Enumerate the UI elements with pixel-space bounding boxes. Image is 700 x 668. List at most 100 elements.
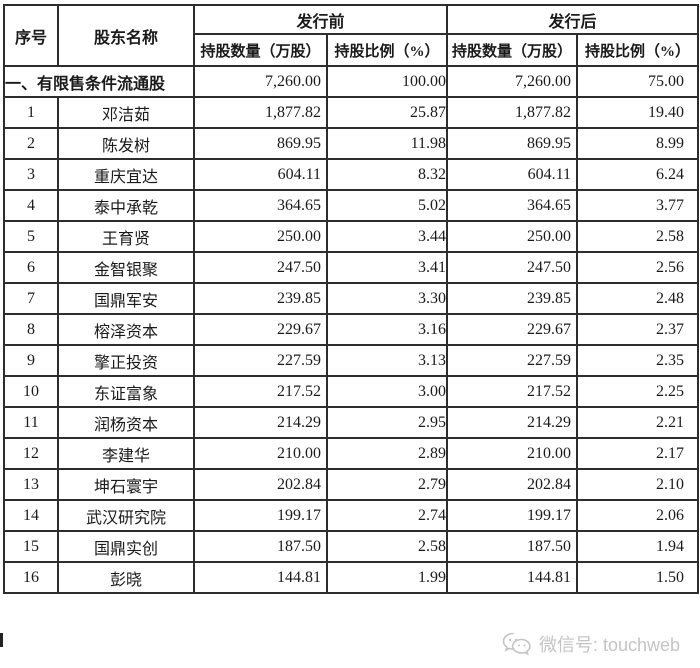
table-row: 4 泰中承乾 364.65 5.02 364.65 3.77 — [3, 189, 700, 222]
shareholder-name-cell: 泰中承乾 — [57, 189, 195, 222]
shareholder-table: 序号 股东名称 发行前 发行后 持股数量（万股） 持股比例（%） 持股数量（万股… — [3, 4, 700, 594]
shareholder-name-cell: 邓洁茹 — [57, 96, 195, 129]
pre-pct-cell: 3.41 — [325, 251, 449, 284]
shareholder-name-cell: 王育贤 — [57, 220, 195, 253]
row-index-cell: 9 — [3, 344, 59, 377]
header-sub-row: 持股数量（万股） 持股比例（%） 持股数量（万股） 持股比例（%） — [4, 33, 700, 67]
post-pct-cell: 2.21 — [576, 406, 700, 439]
row-index-cell: 1 — [3, 96, 59, 129]
row-index-cell: 4 — [3, 189, 59, 222]
table-header: 序号 股东名称 发行前 发行后 持股数量（万股） 持股比例（%） 持股数量（万股… — [3, 4, 700, 67]
pre-pct-cell: 2.89 — [325, 437, 449, 470]
section-post-qty-cell: 7,260.00 — [446, 65, 579, 98]
post-qty-cell: 199.17 — [446, 499, 579, 532]
pre-pct-cell: 5.02 — [325, 189, 449, 222]
pre-pct-cell: 2.58 — [325, 530, 449, 563]
row-index-cell: 5 — [3, 220, 59, 253]
post-qty-cell: 229.67 — [446, 313, 579, 346]
header-group-row: 序号 股东名称 发行前 发行后 — [3, 4, 700, 67]
pre-qty-cell: 199.17 — [193, 499, 328, 532]
pre-qty-cell: 210.00 — [193, 437, 328, 470]
table-row: 12 李建华 210.00 2.89 210.00 2.17 — [3, 437, 700, 470]
header-cell-post-pct: 持股比例（%） — [576, 33, 700, 67]
shareholder-name-cell: 彭晓 — [57, 561, 195, 594]
table-row: 11 润杨资本 214.29 2.95 214.29 2.21 — [3, 406, 700, 439]
pre-pct-cell: 2.79 — [325, 468, 449, 501]
header-cell-pre-pct: 持股比例（%） — [325, 33, 449, 67]
section-pre-qty-cell: 7,260.00 — [193, 65, 328, 98]
row-index-cell: 6 — [3, 251, 59, 284]
row-index-cell: 10 — [3, 375, 59, 408]
table-row: 9 擎正投资 227.59 3.13 227.59 2.35 — [3, 344, 700, 377]
table-row: 16 彭晓 144.81 1.99 144.81 1.50 — [3, 561, 700, 594]
post-qty-cell: 217.52 — [446, 375, 579, 408]
post-pct-cell: 2.35 — [576, 344, 700, 377]
pre-pct-cell: 3.44 — [325, 220, 449, 253]
post-pct-cell: 2.10 — [576, 468, 700, 501]
pre-qty-cell: 364.65 — [193, 189, 328, 222]
shareholder-name-cell: 武汉研究院 — [57, 499, 195, 532]
watermark: 微信号: touchweb — [502, 631, 680, 657]
pre-qty-cell: 1,877.82 — [193, 96, 328, 129]
pre-pct-cell: 25.87 — [325, 96, 449, 129]
post-pct-cell: 2.17 — [576, 437, 700, 470]
table-row: 14 武汉研究院 199.17 2.74 199.17 2.06 — [3, 499, 700, 532]
post-qty-cell: 247.50 — [446, 251, 579, 284]
post-qty-cell: 227.59 — [446, 344, 579, 377]
header-cell-shareholder: 股东名称 — [57, 4, 195, 67]
pre-qty-cell: 187.50 — [193, 530, 328, 563]
table-row: 2 陈发树 869.95 11.98 869.95 8.99 — [3, 127, 700, 160]
section-label-cell: 一、有限售条件流通股 — [3, 65, 195, 98]
header-cell-pre-issue-group: 发行前 — [192, 4, 449, 35]
pre-qty-cell: 202.84 — [193, 468, 328, 501]
post-qty-cell: 239.85 — [446, 282, 579, 315]
post-pct-cell: 19.40 — [576, 96, 700, 129]
post-qty-cell: 214.29 — [446, 406, 579, 439]
shareholder-name-cell: 李建华 — [57, 437, 195, 470]
shareholder-name-cell: 国鼎实创 — [57, 530, 195, 563]
pre-qty-cell: 217.52 — [193, 375, 328, 408]
table-row: 8 榕泽资本 229.67 3.16 229.67 2.37 — [3, 313, 700, 346]
pre-qty-cell: 227.59 — [193, 344, 328, 377]
table-body: 一、有限售条件流通股 7,260.00 100.00 7,260.00 75.0… — [3, 65, 700, 594]
post-qty-cell: 364.65 — [446, 189, 579, 222]
post-pct-cell: 2.48 — [576, 282, 700, 315]
post-pct-cell: 2.58 — [576, 220, 700, 253]
shareholder-name-cell: 金智银聚 — [57, 251, 195, 284]
header-cell-post-issue-group: 发行后 — [446, 4, 700, 35]
row-index-cell: 8 — [3, 313, 59, 346]
post-pct-cell: 2.25 — [576, 375, 700, 408]
post-qty-cell: 869.95 — [446, 127, 579, 160]
post-qty-cell: 1,877.82 — [446, 96, 579, 129]
post-qty-cell: 210.00 — [446, 437, 579, 470]
post-qty-cell: 250.00 — [446, 220, 579, 253]
pre-qty-cell: 144.81 — [193, 561, 328, 594]
pre-qty-cell: 869.95 — [193, 127, 328, 160]
table-row: 10 东证富象 217.52 3.00 217.52 2.25 — [3, 375, 700, 408]
shareholder-name-cell: 榕泽资本 — [57, 313, 195, 346]
post-qty-cell: 604.11 — [446, 158, 579, 191]
row-index-cell: 3 — [3, 158, 59, 191]
post-pct-cell: 1.50 — [576, 561, 700, 594]
table-row: 1 邓洁茹 1,877.82 25.87 1,877.82 19.40 — [3, 96, 700, 129]
post-pct-cell: 2.56 — [576, 251, 700, 284]
pre-qty-cell: 229.67 — [193, 313, 328, 346]
shareholder-name-cell: 国鼎军安 — [57, 282, 195, 315]
post-pct-cell: 2.37 — [576, 313, 700, 346]
row-index-cell: 16 — [3, 561, 59, 594]
pre-pct-cell: 3.30 — [325, 282, 449, 315]
pre-pct-cell: 11.98 — [325, 127, 449, 160]
post-pct-cell: 3.77 — [576, 189, 700, 222]
watermark-text: 微信号: touchweb — [538, 635, 680, 655]
shareholder-name-cell: 重庆宜达 — [57, 158, 195, 191]
row-index-cell: 2 — [3, 127, 59, 160]
post-pct-cell: 8.99 — [576, 127, 700, 160]
pre-pct-cell: 2.74 — [325, 499, 449, 532]
table-row: 3 重庆宜达 604.11 8.32 604.11 6.24 — [3, 158, 700, 191]
table-row: 13 坤石寰宇 202.84 2.79 202.84 2.10 — [3, 468, 700, 501]
row-index-cell: 15 — [3, 530, 59, 563]
shareholder-name-cell: 陈发树 — [57, 127, 195, 160]
pre-pct-cell: 2.95 — [325, 406, 449, 439]
post-pct-cell: 1.94 — [576, 530, 700, 563]
